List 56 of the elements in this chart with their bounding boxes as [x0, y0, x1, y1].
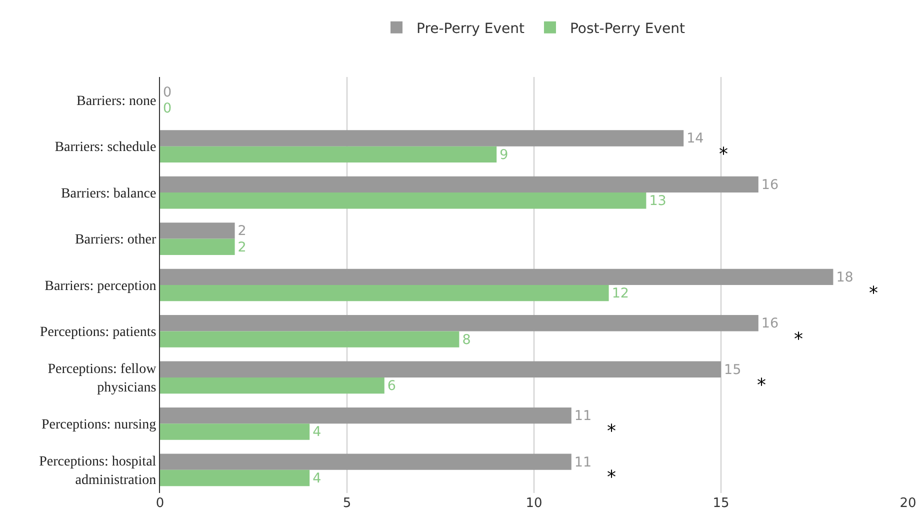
bar [160, 424, 310, 440]
bar [160, 407, 572, 424]
bar [160, 454, 572, 470]
data-label: 4 [312, 424, 322, 440]
x-tick-label: 15 [712, 496, 730, 511]
y-tick-label: Barriers: schedule [54, 140, 156, 156]
legend-label: Post-Perry Event [570, 20, 686, 37]
x-tick-label: 20 [900, 496, 916, 511]
bar [160, 315, 758, 332]
y-tick-label: Perceptions: hospital administration [39, 454, 156, 488]
annotation: * [719, 144, 728, 165]
x-tick-label: 10 [526, 496, 542, 511]
data-label: 9 [500, 146, 508, 163]
data-label: 2 [238, 239, 246, 256]
annotation: * [607, 421, 616, 442]
data-label: 15 [724, 362, 742, 378]
data-label: 14 [686, 130, 704, 147]
annotation: * [607, 467, 616, 488]
bar [160, 146, 497, 163]
x-tick-label: 0 [156, 496, 164, 511]
data-label: 18 [836, 269, 854, 286]
annotation: * [869, 283, 878, 304]
y-tick-label: Barriers: none [76, 94, 156, 110]
bar [160, 285, 609, 302]
annotation: * [794, 329, 803, 350]
bar [160, 176, 758, 193]
y-tick-label: Barriers: balance [60, 186, 156, 202]
data-label: 11 [574, 454, 592, 470]
data-label: 6 [387, 378, 396, 394]
data-label: 4 [312, 470, 322, 486]
y-tick-label: Perceptions: fellow physicians [48, 362, 158, 396]
data-label: 11 [574, 408, 592, 424]
bar [160, 222, 235, 239]
data-label: 16 [761, 316, 779, 332]
bar [160, 130, 684, 146]
data-label: 16 [761, 176, 779, 193]
bar [160, 361, 721, 378]
data-label: 2 [238, 223, 246, 240]
y-tick-label: Perceptions: patients [40, 325, 156, 340]
x-tick-label: 5 [342, 496, 352, 511]
y-tick-label: Perceptions: nursing [41, 418, 156, 433]
y-tick-label: Barriers: perception [44, 278, 156, 294]
bar [160, 470, 310, 486]
bar [160, 192, 646, 209]
bar [160, 268, 834, 285]
bar [160, 238, 235, 255]
legend-label: Pre-Perry Event [416, 20, 525, 37]
data-label: 12 [612, 286, 629, 302]
data-label: 8 [462, 332, 471, 348]
bar [160, 377, 384, 394]
annotation: * [757, 375, 766, 396]
data-label: 0 [163, 100, 172, 117]
y-tick-label: Barriers: other [74, 232, 157, 248]
bar [160, 331, 460, 348]
data-label: 13 [649, 193, 666, 210]
data-label: 0 [163, 84, 172, 101]
